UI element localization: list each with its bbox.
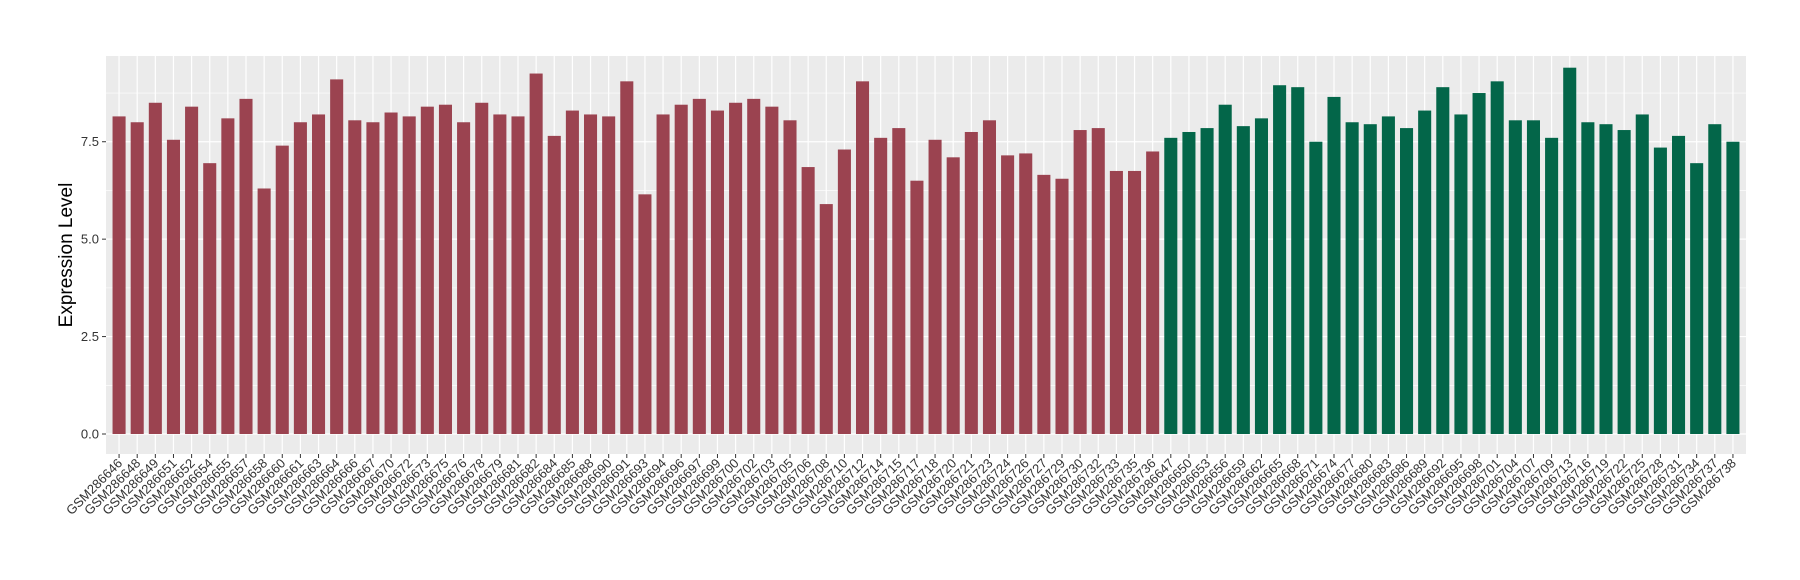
bar	[584, 114, 598, 434]
bar	[112, 116, 126, 434]
bar	[438, 104, 452, 435]
bar	[1581, 122, 1595, 434]
bar	[638, 194, 652, 434]
bar	[1091, 128, 1105, 435]
bar	[547, 135, 561, 434]
bar	[1400, 128, 1414, 435]
bar	[656, 114, 670, 434]
bar	[1526, 120, 1540, 435]
bar	[819, 204, 833, 434]
bar	[293, 122, 307, 434]
y-tick-label: 2.5	[81, 329, 99, 344]
bars	[112, 67, 1740, 435]
bar	[493, 114, 507, 434]
bar	[1073, 130, 1087, 434]
bar	[982, 120, 996, 435]
bar	[765, 106, 779, 434]
bar	[1672, 135, 1686, 434]
bar	[946, 157, 960, 434]
bar	[1545, 137, 1559, 434]
bar	[1490, 81, 1504, 434]
bar	[348, 120, 362, 435]
bar	[837, 149, 851, 435]
bar	[1109, 170, 1123, 435]
bar	[1218, 104, 1232, 435]
bar	[1128, 170, 1142, 435]
bar	[203, 163, 217, 434]
bar	[783, 120, 797, 435]
bar	[565, 110, 579, 434]
bar	[1309, 141, 1323, 434]
bar	[801, 167, 815, 434]
bar	[1273, 85, 1287, 434]
bar	[366, 122, 380, 434]
bar	[692, 98, 706, 435]
bar	[148, 102, 162, 435]
bar	[1037, 174, 1051, 435]
y-tick-label: 5.0	[81, 232, 99, 247]
bar	[1363, 124, 1377, 435]
bar	[529, 73, 543, 435]
bar	[1254, 118, 1268, 434]
bar	[221, 118, 235, 434]
y-axis-title: Expression Level	[56, 183, 77, 328]
bar	[130, 122, 144, 434]
bar	[1599, 124, 1613, 435]
bar	[1472, 93, 1486, 434]
bar	[1418, 110, 1432, 434]
bar	[964, 131, 978, 434]
bar	[620, 81, 634, 434]
bar	[1653, 147, 1667, 434]
bar	[330, 79, 344, 435]
bar	[457, 122, 471, 434]
bar	[420, 106, 434, 434]
bar	[1454, 114, 1468, 434]
bar	[1164, 137, 1178, 434]
bar	[602, 116, 616, 434]
bar	[1345, 122, 1359, 434]
bar	[1327, 96, 1341, 434]
y-axis: 0.0 2.5 5.0 7.5	[81, 134, 106, 442]
bar	[1001, 155, 1015, 434]
bar	[384, 112, 398, 434]
bar	[710, 110, 724, 434]
bar	[1690, 163, 1704, 434]
bar	[312, 114, 326, 434]
bar	[275, 145, 289, 435]
y-tick-label: 0.0	[81, 427, 99, 442]
bar	[1381, 116, 1395, 434]
bar	[1635, 114, 1649, 434]
bar	[1182, 131, 1196, 434]
bar	[402, 116, 416, 434]
bar	[1726, 141, 1740, 434]
y-tick-label: 7.5	[81, 134, 99, 149]
bar	[1436, 87, 1450, 434]
bar	[257, 188, 271, 434]
bar	[856, 81, 870, 434]
bar	[1563, 67, 1577, 434]
bar	[1146, 151, 1160, 434]
bar	[185, 106, 199, 434]
bar	[1236, 126, 1250, 434]
bar	[475, 102, 489, 435]
x-axis: GSM286646GSM286648GSM286649GSM286651GSM2…	[63, 454, 1739, 518]
bar	[166, 139, 180, 434]
bar	[910, 180, 924, 434]
bar	[729, 102, 743, 435]
bar	[1708, 124, 1722, 435]
bar	[928, 139, 942, 434]
bar	[892, 128, 906, 435]
bar	[1055, 178, 1069, 434]
bar	[511, 116, 525, 434]
bar	[874, 137, 888, 434]
bar	[1019, 153, 1033, 435]
bar	[239, 98, 253, 435]
bar	[747, 98, 761, 435]
bar	[1200, 128, 1214, 435]
bar	[1291, 87, 1305, 434]
bar	[1508, 120, 1522, 435]
bar	[674, 104, 688, 435]
bar	[1617, 130, 1631, 434]
